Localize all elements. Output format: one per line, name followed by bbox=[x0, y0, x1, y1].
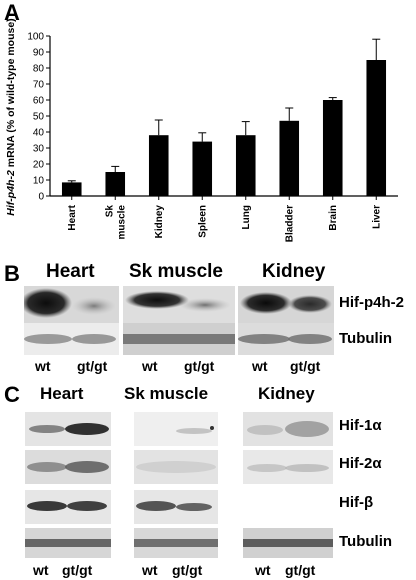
blot-c-kidney-hif1a bbox=[243, 412, 333, 446]
chart-y-tick-label: 30 bbox=[33, 144, 45, 155]
blot-c-kidney-hif2a bbox=[243, 450, 333, 484]
panel-c-kidney-lane-wt: wt bbox=[255, 562, 271, 578]
blot-c-sk-muscle-hifb bbox=[134, 490, 218, 524]
chart-bar bbox=[279, 120, 300, 196]
blot-c-heart-hif1a bbox=[25, 412, 111, 446]
chart-category-label: Bladder bbox=[284, 205, 295, 242]
chart-bar bbox=[192, 141, 213, 196]
chart-y-tick-label: 80 bbox=[33, 64, 45, 75]
panel-b-sk-lane-wt: wt bbox=[142, 358, 158, 374]
panel-b-row-tubulin: Tubulin bbox=[339, 330, 393, 347]
blot-c-kidney-tubulin bbox=[243, 528, 333, 558]
panel-c-heart-lane-wt: wt bbox=[33, 562, 49, 578]
chart-category-label: Heart bbox=[67, 204, 78, 230]
chart-y-tick-label: 40 bbox=[33, 128, 45, 139]
panel-b-heart-lane-gt: gt/gt bbox=[77, 358, 108, 374]
chart-y-tick-label: 70 bbox=[33, 80, 45, 91]
panel-c-row-hif2a: Hif-2α bbox=[339, 455, 382, 472]
panel-c-tissue-sk-muscle: Sk muscle bbox=[124, 384, 209, 403]
panel-c-sk-lane-wt: wt bbox=[142, 562, 158, 578]
panel-b-tissue-kidney: Kidney bbox=[262, 261, 326, 282]
chart-y-tick-label: 60 bbox=[33, 96, 45, 107]
chart-category-label: Spleen bbox=[197, 205, 208, 238]
blot-c-heart-tubulin bbox=[25, 528, 111, 558]
blot-b-kidney-tubulin bbox=[238, 323, 334, 355]
panel-c-letter: C bbox=[4, 382, 20, 407]
panel-c-kidney-lane-gt: gt/gt bbox=[285, 562, 316, 578]
chart-ylabel-gene: Hif-p4h-2 bbox=[5, 170, 17, 216]
chart-y-tick-label: 20 bbox=[33, 160, 45, 171]
blot-c-sk-muscle-hif1a bbox=[134, 412, 218, 446]
chart-ylabel: Hif-p4h-2 mRNA (% of wild-type mouse) bbox=[5, 18, 17, 215]
blot-b-heart-hifp4h2 bbox=[24, 286, 119, 323]
chart-category-label: Kidney bbox=[154, 205, 165, 239]
panel-b-sk-lane-gt: gt/gt bbox=[184, 358, 215, 374]
blot-b-heart-tubulin bbox=[24, 323, 119, 355]
chart-y-tick-label: 50 bbox=[33, 112, 45, 123]
chart-category-label: Brain bbox=[328, 205, 339, 231]
panel-b-letter: B bbox=[4, 261, 20, 286]
chart-bar bbox=[366, 60, 387, 196]
chart-y-tick-label: 10 bbox=[33, 176, 45, 187]
panel-b-heart-lane-wt: wt bbox=[35, 358, 51, 374]
blot-b-sk-muscle-hifp4h2 bbox=[123, 286, 235, 323]
chart-category-label: Lung bbox=[241, 205, 252, 229]
chart-y-tick-label: 0 bbox=[38, 192, 44, 203]
panel-c-row-hifb: Hif-β bbox=[339, 494, 374, 511]
chart-bar bbox=[322, 100, 343, 196]
blot-b-kidney-hifp4h2 bbox=[238, 286, 334, 323]
chart-bar bbox=[61, 182, 82, 196]
blot-b-sk-muscle-tubulin bbox=[123, 323, 235, 355]
chart-y-tick-label: 100 bbox=[27, 32, 44, 43]
panel-c-tissue-heart: Heart bbox=[40, 384, 84, 403]
chart-bar bbox=[148, 135, 169, 196]
blot-c-sk-muscle-tubulin bbox=[134, 528, 218, 558]
blot-c-heart-hifb bbox=[25, 490, 111, 524]
panel-c-heart-lane-gt: gt/gt bbox=[62, 562, 93, 578]
panel-c-tissue-kidney: Kidney bbox=[258, 384, 315, 403]
panel-b-row-hifp4h2: Hif-p4h-2 bbox=[339, 294, 404, 311]
chart-ylabel-text: mRNA (% of wild-type mouse) bbox=[5, 18, 17, 170]
chart-category-label: Skmuscle bbox=[104, 205, 127, 240]
panel-a-letter: A bbox=[4, 0, 20, 25]
bar-chart: 0 10 20 30 40 50 60 70 80 90 100 Heart Skmuscle Kidn… bbox=[5, 18, 398, 242]
panel-b-tissue-heart: Heart bbox=[46, 261, 95, 282]
blot-c-sk-muscle-hif2a bbox=[134, 450, 218, 484]
panel-c-row-tubulin: Tubulin bbox=[339, 533, 393, 550]
panel-b-tissue-sk-muscle: Sk muscle bbox=[129, 261, 223, 282]
blot-c-heart-hif2a bbox=[25, 450, 111, 484]
chart-category-label: Liver bbox=[371, 205, 382, 229]
chart-bar bbox=[235, 135, 256, 196]
panel-c-row-hif1a: Hif-1α bbox=[339, 417, 382, 434]
chart-bar bbox=[105, 172, 126, 196]
panel-c-sk-lane-gt: gt/gt bbox=[172, 562, 203, 578]
panel-b-kidney-lane-gt: gt/gt bbox=[290, 358, 321, 374]
chart-y-tick-label: 90 bbox=[33, 48, 45, 59]
panel-b-kidney-lane-wt: wt bbox=[252, 358, 268, 374]
